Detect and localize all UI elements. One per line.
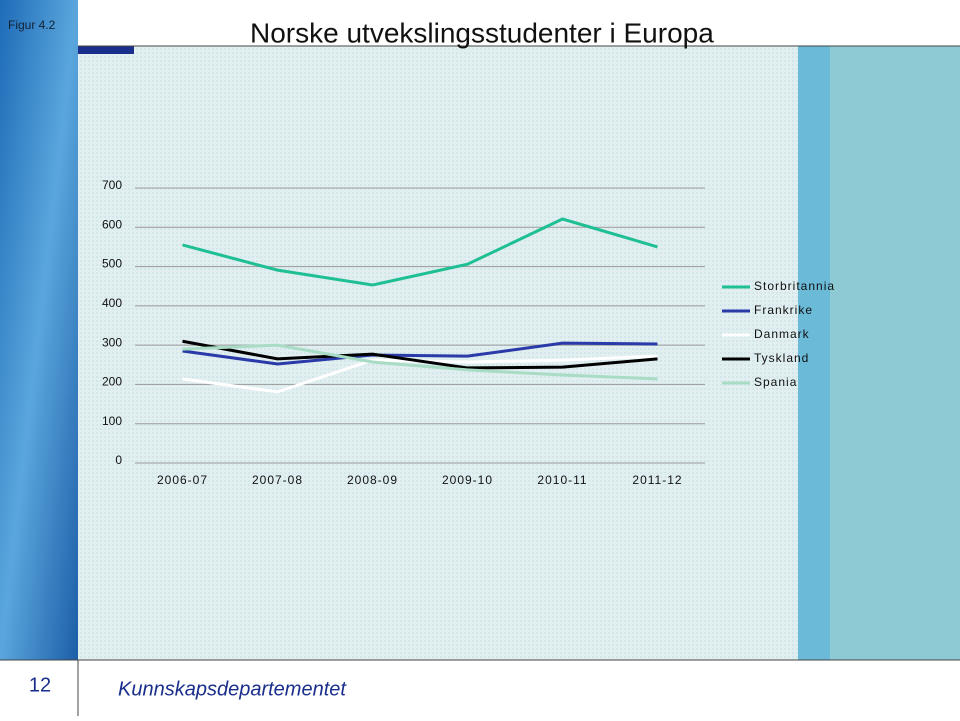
legend-label: Tyskland [754,351,809,365]
legend-label: Spania [754,375,797,389]
y-tick-label: 600 [102,217,122,231]
x-tick-label: 2010-11 [537,473,587,487]
legend-label: Storbritannia [754,279,835,293]
legend-label: Danmark [754,327,810,341]
side-band [798,46,830,660]
footer-org: Kunnskapsdepartementet [118,678,347,700]
y-tick-label: 400 [102,296,122,310]
x-tick-label: 2011-12 [632,473,682,487]
page-number: 12 [29,674,51,696]
accent-bar [78,46,134,54]
series-line [182,343,658,381]
figure-label: Figur 4.2 [8,18,56,32]
x-tick-label: 2006-07 [157,473,208,487]
series-line [182,339,658,370]
y-tick-label: 300 [102,335,122,349]
left-strip [0,0,78,660]
chart-title: Norske utvekslingsstudenter i Europa [250,17,714,48]
x-tick-label: 2008-09 [347,473,398,487]
series-line [182,341,658,366]
y-tick-label: 100 [102,414,122,428]
x-tick-label: 2009-10 [442,473,493,487]
y-tick-label: 0 [115,453,122,467]
y-tick-label: 500 [102,257,122,271]
x-tick-label: 2007-08 [252,473,303,487]
legend-label: Frankrike [754,303,813,317]
side-band [830,46,960,660]
y-tick-label: 200 [102,375,122,389]
series-line [182,217,658,287]
y-tick-label: 700 [102,178,122,192]
